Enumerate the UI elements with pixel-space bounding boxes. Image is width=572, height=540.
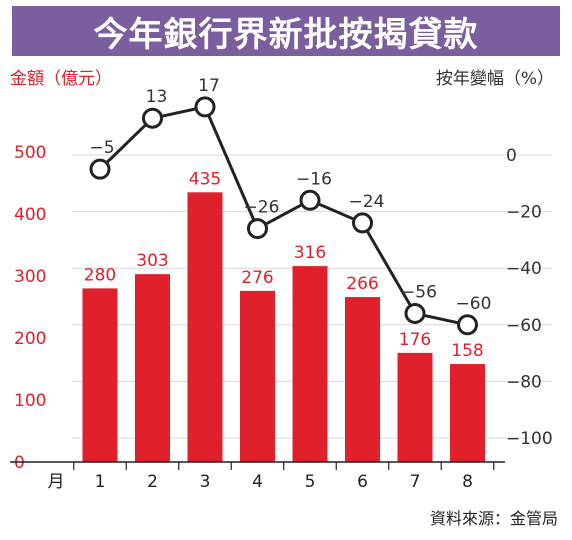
label-layer: 280 303 435 276 316 266 176 158 −5 13 17 −26 −16 −24 −… — [84, 76, 492, 361]
line-point — [194, 96, 216, 118]
line-value-label: −56 — [401, 282, 437, 302]
axis-layer: 0 100 200 300 400 500 0 −20 −40 −60 −80 −100 月 1 2 3 4 5 6… — [10, 143, 553, 492]
line-value-label: −5 — [89, 138, 114, 158]
bar-layer — [82, 192, 485, 463]
x-tick-label: 8 — [462, 472, 473, 492]
bar-value-label: 276 — [241, 268, 273, 288]
x-tick-label: 1 — [95, 472, 106, 492]
x-tick-label: 5 — [305, 472, 316, 492]
x-tick-label: 2 — [147, 472, 158, 492]
right-tick-label: −100 — [506, 429, 553, 449]
x-tick-label: 3 — [200, 472, 211, 492]
line-point — [247, 218, 268, 240]
bar-value-label: 176 — [399, 330, 431, 350]
right-tick-label: 0 — [506, 146, 517, 166]
line-point — [89, 158, 111, 180]
bar-value-label: 303 — [136, 251, 168, 271]
right-tick-label: −40 — [506, 259, 542, 279]
bar — [135, 274, 170, 462]
x-axis-title: 月 — [48, 472, 65, 492]
line-value-label: −60 — [456, 294, 492, 314]
bar-value-label: 280 — [84, 265, 116, 285]
left-tick-label: 400 — [14, 205, 46, 225]
right-tick-label: −20 — [506, 203, 542, 223]
bar — [240, 290, 275, 462]
left-axis-title: 金額（億元） — [10, 69, 112, 89]
left-tick-label: 300 — [14, 267, 46, 287]
bar-value-label: 158 — [451, 341, 483, 361]
source-note: 資料來源：金管局 — [429, 509, 558, 528]
bar — [187, 192, 223, 463]
bar — [397, 352, 433, 462]
left-tick-label: 200 — [14, 329, 46, 349]
bar — [450, 364, 485, 462]
x-tick-label: 6 — [357, 472, 368, 492]
line-value-label: −26 — [244, 198, 280, 218]
line-value-label: −16 — [296, 169, 332, 189]
line-layer — [89, 96, 478, 336]
line-value-label: −24 — [349, 192, 385, 212]
x-tick-label: 4 — [252, 472, 263, 492]
left-tick-label: 500 — [14, 143, 46, 163]
right-axis-title: 按年變幅（%） — [435, 69, 554, 89]
right-tick-label: −60 — [506, 316, 542, 336]
x-tick-label: 7 — [410, 472, 421, 492]
chart-title: 今年銀行界新批按揭貸款 — [12, 6, 560, 56]
line-point — [404, 302, 426, 324]
bar — [292, 266, 328, 462]
line-point — [352, 212, 373, 234]
bar — [345, 297, 380, 462]
left-tick-label: 100 — [14, 391, 46, 411]
bar-value-label: 435 — [189, 169, 221, 189]
bar-value-label: 316 — [294, 243, 326, 263]
bar — [82, 288, 118, 462]
bar-value-label: 266 — [346, 274, 378, 294]
line-point — [142, 107, 163, 129]
left-tick-label: 0 — [14, 453, 25, 473]
line-point — [457, 314, 478, 336]
line-point — [299, 189, 321, 211]
line-value-label: 17 — [198, 76, 220, 96]
right-tick-label: −80 — [506, 372, 542, 392]
line-value-label: 13 — [146, 87, 168, 107]
